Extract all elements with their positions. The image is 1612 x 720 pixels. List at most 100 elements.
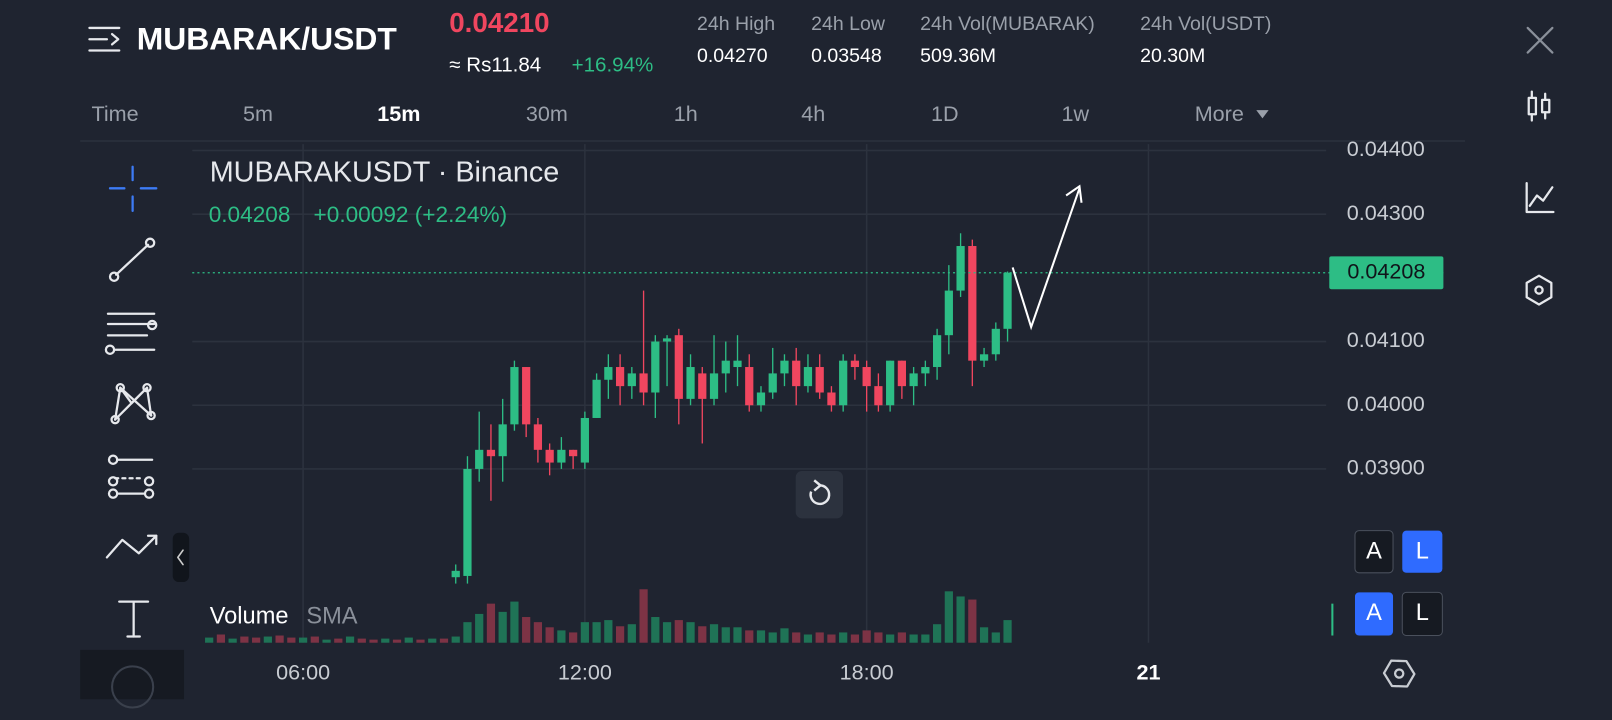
log-scale-button[interactable] [1402, 530, 1443, 573]
volume-bar [522, 617, 531, 643]
candle-body [721, 360, 730, 374]
volume-bar [533, 622, 543, 643]
legend-close: 0.04208 [209, 202, 291, 227]
candle-body [569, 449, 578, 457]
channel-tool[interactable] [104, 312, 158, 355]
volume-bar [839, 632, 848, 643]
indicator-button[interactable] [1525, 182, 1555, 214]
reset-button[interactable] [795, 471, 844, 519]
user-drawn-arrow[interactable] [1011, 187, 1081, 331]
settings-small-button[interactable] [1380, 654, 1418, 692]
pair-title[interactable]: MUBARAK/USDT [137, 21, 398, 57]
fib-tool[interactable] [107, 454, 155, 499]
pattern-tool[interactable] [110, 383, 156, 425]
timeframe-tab[interactable]: 1h [674, 101, 698, 126]
path-tool[interactable] [105, 534, 158, 559]
volume-bar [216, 634, 226, 643]
crosshair-tool[interactable] [108, 165, 158, 213]
x-tick-label: 18:00 [840, 659, 894, 684]
volume-bar [639, 589, 648, 643]
volume-bar [651, 617, 660, 643]
volume-bar [815, 632, 824, 643]
price-tag [1329, 256, 1444, 290]
volume-bar [369, 639, 378, 643]
log-scale-button[interactable] [1401, 591, 1443, 637]
candle-body [768, 373, 777, 393]
volume-bar [979, 627, 989, 643]
timeframe-tab[interactable]: 4h [801, 101, 825, 126]
volume-bar [909, 634, 918, 643]
timeframe-tab[interactable]: 30m [526, 101, 568, 126]
auto-scale-button[interactable] [1354, 530, 1394, 574]
volume-bar [580, 622, 589, 643]
candle-body [792, 360, 801, 387]
volume-bar [932, 624, 942, 643]
volume-indicator: SMA [306, 603, 357, 629]
user-drawn-arrowhead [1065, 184, 1083, 203]
candle-body [451, 570, 460, 578]
timeframe-tab[interactable]: 5m [243, 101, 273, 126]
volume-bar [310, 636, 319, 643]
volume-bar [486, 603, 496, 643]
fiat-price: ≈ Rs11.84 [449, 53, 541, 76]
candle-body [944, 290, 953, 336]
candle-body [686, 367, 695, 399]
price-tag-label: 0.04208 [1347, 258, 1425, 283]
candle-body [475, 449, 484, 469]
candle-body [639, 373, 648, 393]
auto-scale-button[interactable] [1354, 592, 1394, 636]
candle-body [674, 335, 683, 399]
volume-bar [792, 632, 801, 643]
volume-bar [334, 638, 343, 643]
candle-body [850, 360, 860, 368]
candle-body [921, 367, 930, 374]
volume-bar [780, 628, 789, 643]
line-tool[interactable] [108, 237, 156, 282]
y-tick-label: 0.04400 [1347, 136, 1425, 161]
stat-value: 20.30M [1140, 45, 1205, 67]
volume-bar [768, 632, 777, 643]
text-tool[interactable] [118, 600, 150, 638]
volume-bar [252, 637, 261, 643]
volume-bar [428, 638, 437, 643]
collapse-toolbar-button[interactable] [172, 532, 190, 583]
price-chart: 0.04400 0.04300 0.04100 0.04000 0.03900 06:00… [192, 136, 1445, 684]
volume-bar [745, 630, 754, 643]
candle-body [745, 367, 754, 406]
candle-body [839, 360, 848, 406]
x-tick-label: 06:00 [276, 659, 330, 684]
volume-bar [557, 630, 566, 643]
volume-bar [451, 636, 460, 643]
candle-body [815, 367, 824, 393]
volume-bar [228, 638, 237, 643]
volume-bar [298, 637, 308, 643]
candle-body [522, 367, 531, 425]
more-tools-button[interactable] [111, 665, 155, 709]
volume-bar [709, 624, 719, 643]
timeframe-tab[interactable]: 1w [1062, 101, 1090, 126]
candle-type-button[interactable] [1527, 90, 1551, 122]
candle-body [874, 386, 883, 406]
x-tick-label: 21 [1136, 659, 1160, 684]
last-price: 0.04210 [449, 7, 549, 38]
timeframe-tab[interactable]: 1D [931, 101, 959, 126]
timeframe-tab[interactable]: Time [91, 101, 138, 126]
volume-bar [956, 596, 965, 643]
settings-button[interactable] [1525, 274, 1553, 306]
candle-body [486, 449, 496, 457]
volume-bar [439, 638, 449, 643]
candle-body [733, 360, 742, 368]
candle-body [545, 449, 554, 463]
candle-body [827, 392, 836, 406]
volume-bar [921, 634, 930, 643]
volume-bar [381, 638, 390, 643]
menu-icon[interactable] [88, 26, 121, 52]
y-tick-label: 0.03900 [1347, 455, 1425, 480]
timeframe-tab[interactable]: 15m [377, 101, 420, 126]
timeframe-tab[interactable]: More [1195, 101, 1244, 126]
close-button[interactable] [1526, 26, 1554, 54]
candle-body [886, 360, 895, 406]
volume-bar [874, 632, 883, 643]
